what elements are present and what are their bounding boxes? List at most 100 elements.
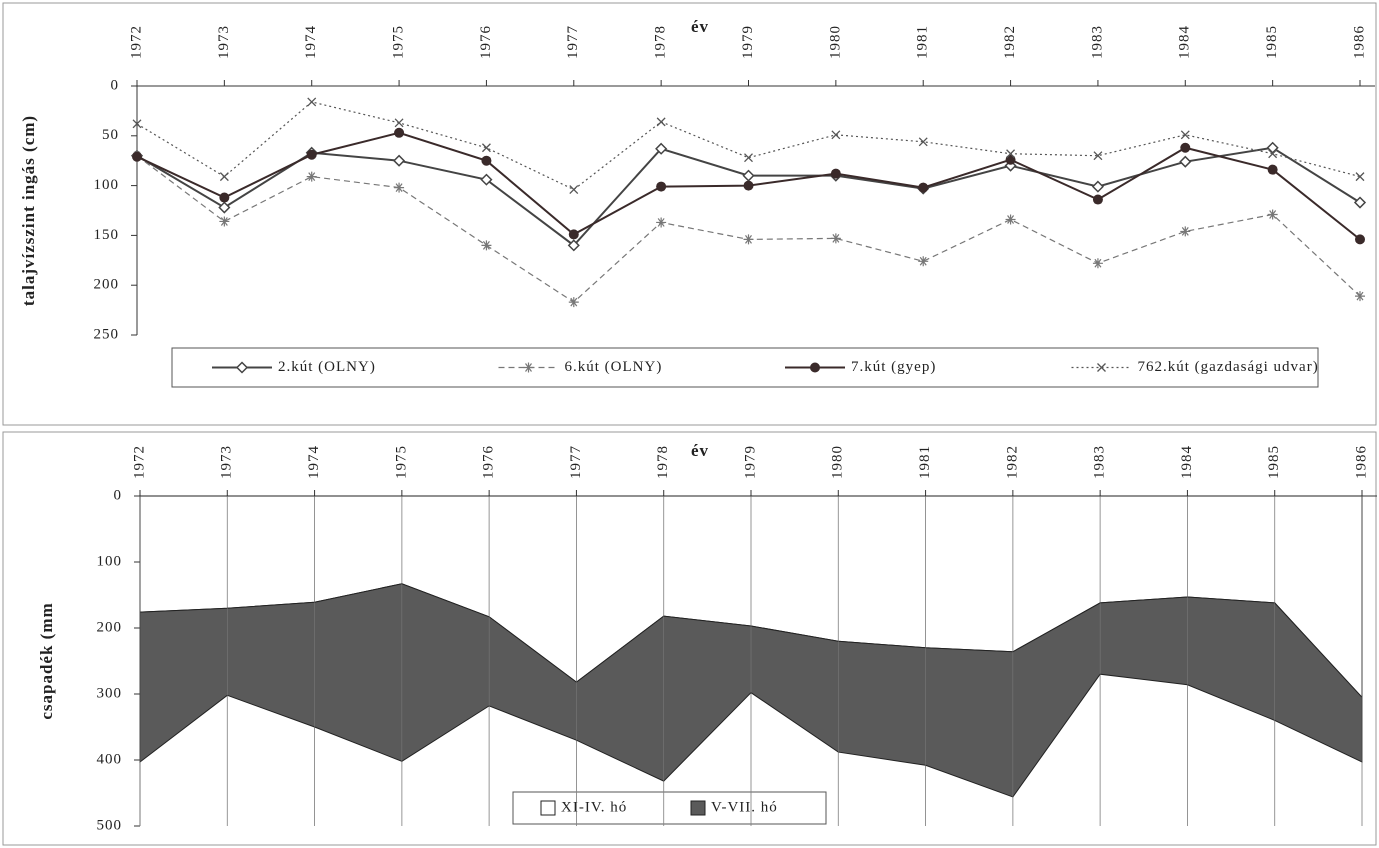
marker — [394, 118, 404, 128]
y-tick-label: 200 — [97, 619, 123, 635]
y-tick-label: 150 — [94, 227, 120, 243]
x-tick-label: 1977 — [565, 25, 581, 59]
marker — [743, 180, 754, 191]
y-tick-label: 100 — [97, 553, 123, 569]
marker — [568, 229, 579, 240]
x-tick-label: 1972 — [131, 445, 147, 479]
marker — [1092, 258, 1103, 269]
marker — [810, 362, 820, 373]
marker — [655, 142, 668, 155]
marker — [743, 234, 754, 245]
marker — [1266, 141, 1279, 154]
x-tick-label: 1973 — [216, 25, 232, 59]
x-tick-label: 1983 — [1089, 25, 1105, 59]
marker — [1180, 226, 1191, 237]
marker — [1005, 214, 1016, 225]
x-tick-label: 1976 — [478, 25, 494, 59]
marker — [523, 362, 534, 373]
y-tick-label: 200 — [94, 277, 120, 293]
x-tick-label: 1980 — [827, 25, 843, 59]
marker — [1267, 164, 1278, 175]
legend-label: 2.kút (OLNY) — [278, 359, 376, 375]
x-tick-label: 1985 — [1266, 445, 1282, 479]
y-tick-label: 500 — [97, 817, 123, 833]
marker — [1355, 234, 1365, 245]
marker — [1092, 194, 1103, 205]
marker — [656, 217, 667, 228]
marker — [1097, 363, 1106, 372]
marker — [394, 182, 405, 193]
y-axis-title: talajvízszint ingás (cm) — [19, 115, 38, 306]
marker — [568, 297, 579, 308]
marker — [481, 155, 492, 166]
marker — [219, 216, 230, 227]
marker — [1267, 209, 1278, 220]
x-tick-label: 1986 — [1351, 25, 1367, 59]
x-tick-label: 1973 — [219, 445, 235, 479]
marker — [1091, 180, 1104, 193]
marker — [918, 256, 929, 267]
legend-swatch — [540, 800, 556, 816]
marker — [656, 117, 666, 127]
marker — [394, 127, 405, 138]
marker — [1179, 155, 1192, 168]
marker — [481, 143, 491, 153]
x-tick-label: 1972 — [128, 25, 144, 59]
marker — [1093, 151, 1103, 161]
marker — [918, 182, 929, 193]
marker — [1353, 196, 1367, 209]
legend-label: 7.kút (gyep) — [851, 359, 936, 375]
marker — [1268, 149, 1278, 159]
frame — [2, 431, 1377, 846]
y-tick-label: 0 — [111, 77, 120, 93]
marker — [481, 240, 492, 251]
x-tick-label: 1979 — [740, 25, 756, 59]
legend-swatch — [690, 800, 706, 816]
x-axis-title: év — [691, 441, 709, 460]
x-tick-label: 1977 — [568, 445, 584, 479]
marker — [830, 233, 841, 244]
x-axis-title: év — [691, 17, 709, 36]
x-tick-label: 1975 — [393, 445, 409, 479]
y-tick-label: 0 — [114, 487, 123, 503]
x-tick-label: 1984 — [1179, 445, 1195, 479]
y-tick-label: 300 — [97, 685, 123, 701]
marker — [1355, 291, 1365, 302]
marker — [567, 239, 580, 252]
y-tick-label: 400 — [97, 751, 123, 767]
marker — [569, 185, 579, 195]
marker — [219, 172, 229, 182]
legend-label: 762.kút (gazdasági udvar) — [1138, 359, 1319, 375]
marker — [132, 119, 142, 129]
x-tick-label: 1982 — [1004, 445, 1020, 479]
x-tick-label: 1986 — [1353, 445, 1369, 479]
marker — [306, 171, 317, 182]
marker — [1180, 130, 1190, 140]
line — [136, 101, 1361, 191]
marker — [306, 149, 317, 160]
y-axis-title: csapadék (mm — [37, 602, 56, 719]
y-tick-label: 100 — [94, 177, 120, 193]
legend-label: 6.kút (OLNY) — [565, 359, 663, 375]
x-tick-label: 1984 — [1177, 25, 1193, 59]
marker — [1006, 149, 1016, 159]
marker — [742, 169, 755, 182]
marker — [307, 97, 317, 107]
legend-label: V-VII. hó — [711, 799, 778, 815]
y-tick-label: 250 — [94, 326, 120, 342]
x-tick-label: 1979 — [742, 445, 758, 479]
x-tick-label: 1981 — [917, 445, 933, 479]
legend-label: XI-IV. hó — [561, 799, 627, 815]
y-tick-label: 50 — [102, 127, 119, 143]
frame — [2, 2, 1377, 426]
x-tick-label: 1975 — [391, 25, 407, 59]
marker — [744, 153, 753, 163]
marker — [219, 192, 230, 203]
marker — [393, 154, 406, 167]
x-tick-label: 1981 — [915, 25, 931, 59]
marker — [918, 137, 928, 147]
marker — [831, 130, 841, 140]
marker — [132, 151, 142, 162]
